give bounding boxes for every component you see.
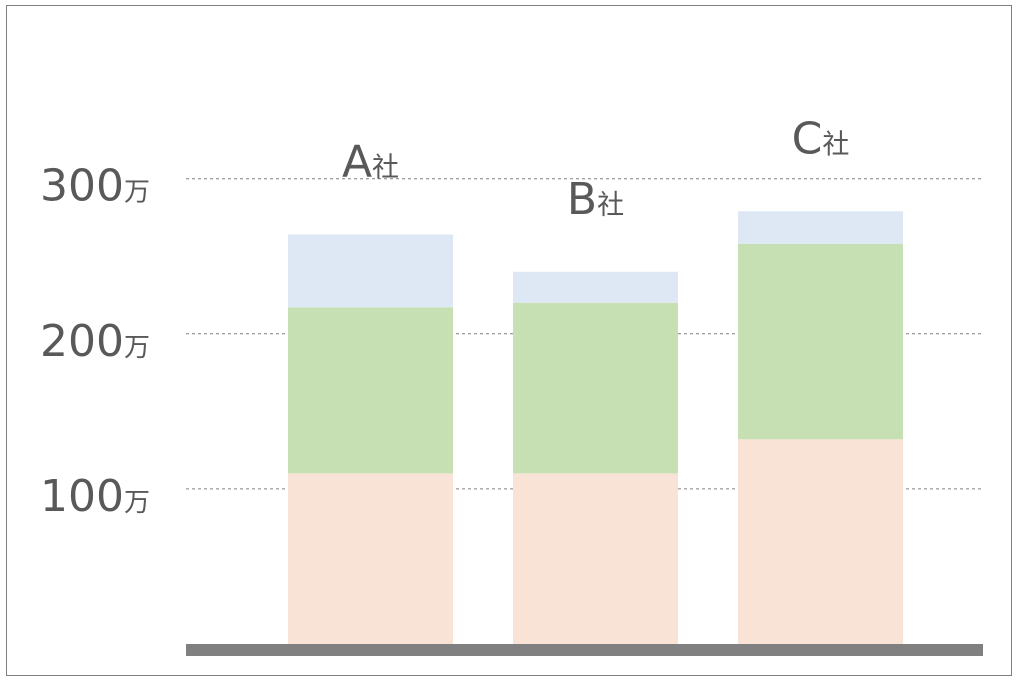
y-tick-unit: 万 <box>124 178 150 208</box>
y-tick-number: 100 <box>40 471 124 522</box>
bar-a-segment-1 <box>288 473 453 644</box>
bar-a-segment-2 <box>288 307 453 474</box>
y-tick-number: 200 <box>40 316 124 367</box>
y-tick-number: 300 <box>40 161 124 212</box>
bar-b-segment-3 <box>513 271 678 303</box>
category-label-c: C社 <box>792 113 850 164</box>
y-tick-label-100: 100万 <box>40 471 150 522</box>
bar-c-segment-1 <box>738 439 903 644</box>
bar-c-segment-2 <box>738 243 903 440</box>
bars <box>288 211 903 644</box>
category-suffix: 社 <box>372 153 399 184</box>
category-name: C <box>792 113 823 164</box>
category-suffix: 社 <box>597 190 624 221</box>
y-tick-unit: 万 <box>124 333 150 363</box>
category-suffix: 社 <box>822 129 849 160</box>
category-name: A <box>342 137 372 188</box>
bar-a-segment-3 <box>288 234 453 308</box>
category-label-b: B社 <box>567 174 624 225</box>
y-tick-unit: 万 <box>124 488 150 518</box>
category-name: B <box>567 174 597 225</box>
x-axis-baseline <box>186 644 983 656</box>
y-tick-label-200: 200万 <box>40 316 150 367</box>
y-tick-label-300: 300万 <box>40 161 150 212</box>
bar-b-segment-2 <box>513 302 678 474</box>
bar-c-segment-3 <box>738 211 903 244</box>
bar-b-segment-1 <box>513 473 678 644</box>
category-label-a: A社 <box>342 137 399 188</box>
